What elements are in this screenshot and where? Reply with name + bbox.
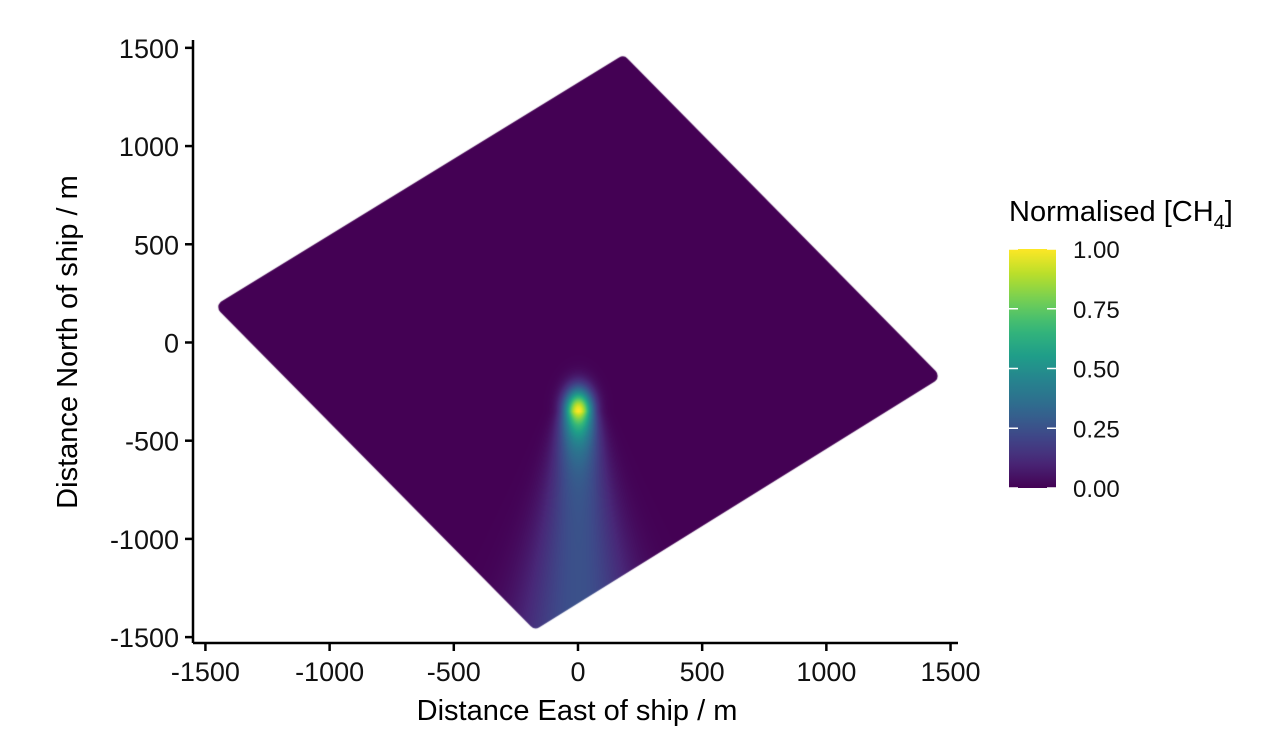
colorbar-ticks: 0.00 0.25 0.50 0.75 1.00: [1009, 237, 1120, 503]
colorbar-title: Normalised [CH4]: [1009, 196, 1233, 234]
x-tick-label: -500: [427, 657, 481, 687]
axes: -1500 -1000 -500 0 500 1000 1500 -1500 -1000 -50…: [110, 34, 981, 687]
x-tick-label: -1500: [171, 657, 240, 687]
x-tick-label: 0: [570, 657, 585, 687]
x-axis-ticks: -1500 -1000 -500 0 500 1000 1500: [171, 643, 981, 687]
y-tick-label: 0: [164, 328, 179, 358]
x-tick-label: -1000: [295, 657, 364, 687]
colorbar-legend: Normalised [CH4] 0.00 0.25 0.50 0.75 1.00: [1009, 196, 1233, 503]
y-tick-label: 1500: [119, 34, 179, 64]
colorbar-title-subscript: 4: [1214, 212, 1225, 234]
colorbar-tick-label: 0.25: [1073, 416, 1120, 443]
colorbar-tick-label: 0.00: [1073, 476, 1120, 503]
y-tick-label: -1500: [110, 623, 179, 653]
x-tick-label: 1500: [921, 657, 981, 687]
x-tick-label: 1000: [796, 657, 856, 687]
x-tick-label: 500: [680, 657, 725, 687]
colorbar-tick-label: 0.50: [1073, 357, 1120, 384]
y-axis-ticks: -1500 -1000 -500 0 500 1000 1500: [110, 34, 193, 653]
y-tick-label: -1000: [110, 525, 179, 555]
colorbar-tick-label: 1.00: [1073, 237, 1120, 264]
colorbar-title-suffix: ]: [1225, 196, 1233, 228]
y-tick-label: 1000: [119, 132, 179, 162]
y-axis-title: Distance North of ship / m: [52, 175, 84, 509]
colorbar-title-main: Normalised [CH: [1009, 196, 1214, 228]
y-tick-label: 500: [134, 230, 179, 260]
x-axis-title: Distance East of ship / m: [417, 695, 738, 727]
y-tick-label: -500: [125, 427, 179, 457]
colorbar-tick-label: 0.75: [1073, 297, 1120, 324]
